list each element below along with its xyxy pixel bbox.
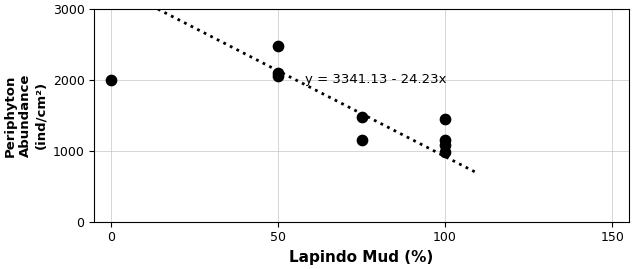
Point bbox=[356, 115, 367, 120]
Point bbox=[106, 78, 116, 82]
Point bbox=[440, 117, 450, 121]
Text: y = 3341.13 - 24.23x: y = 3341.13 - 24.23x bbox=[304, 73, 446, 86]
Point bbox=[440, 150, 450, 154]
Point bbox=[273, 74, 283, 79]
Point bbox=[440, 138, 450, 142]
Y-axis label: Periphyton
Abundance
(ind/cm²): Periphyton Abundance (ind/cm²) bbox=[4, 74, 47, 157]
Point bbox=[273, 44, 283, 48]
Point bbox=[273, 71, 283, 75]
Point bbox=[440, 143, 450, 147]
Point bbox=[356, 138, 367, 142]
X-axis label: Lapindo Mud (%): Lapindo Mud (%) bbox=[289, 250, 434, 265]
